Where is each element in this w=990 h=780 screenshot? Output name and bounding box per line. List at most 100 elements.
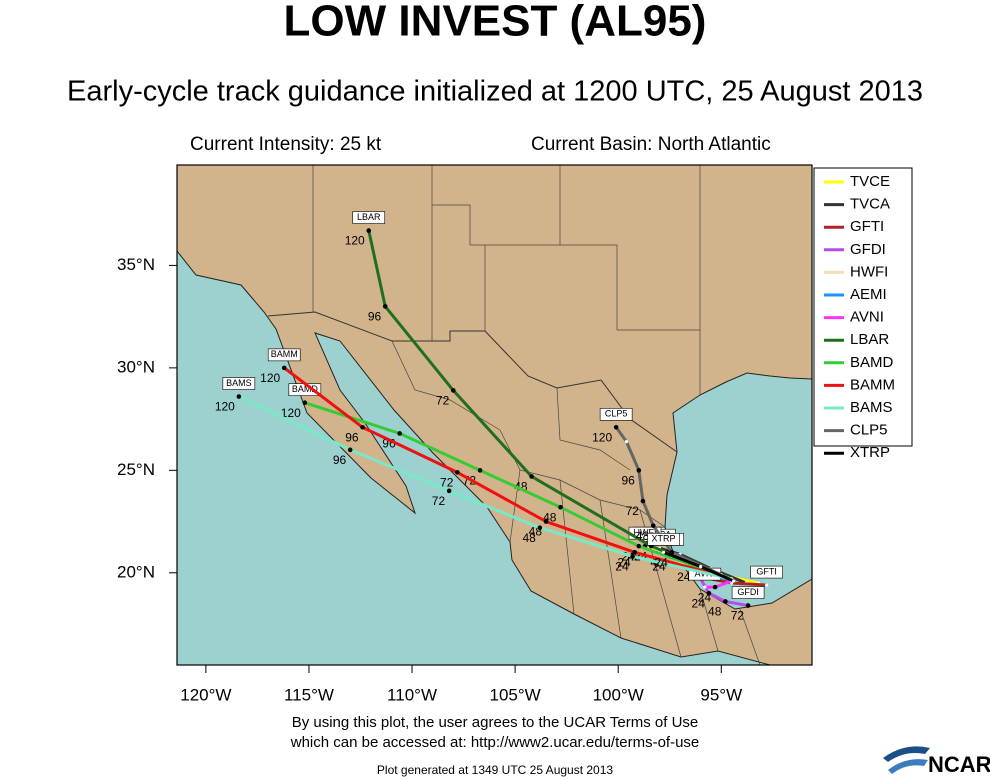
track-point (347, 447, 353, 453)
track-name: GFDI (737, 587, 759, 597)
track-point (632, 549, 637, 555)
forecast-hour: 72 (626, 504, 640, 518)
track-name-box (599, 407, 633, 421)
lat-tick-label: 30°N (117, 357, 155, 376)
forecast-hour: 120 (345, 234, 365, 248)
track-point (397, 431, 402, 436)
forecast-hour: 120 (281, 406, 301, 420)
lon-tick-label: 100°W (593, 685, 644, 704)
track-point (699, 565, 703, 569)
track-point (723, 599, 728, 604)
state-lines (312, 165, 761, 665)
forecast-hour: 96 (345, 430, 359, 444)
track-name: CLP5 (605, 409, 628, 419)
terms-line-1: By using this plot, the user agrees to t… (292, 714, 699, 731)
forecast-hour: 96 (621, 473, 635, 487)
forecast-hour: 24 (654, 555, 668, 569)
track-name: XTRP (652, 534, 676, 544)
track-point (712, 584, 718, 590)
forecast-hour: 24 (677, 570, 691, 584)
forecast-hour: 96 (368, 310, 382, 324)
track-line (283, 366, 732, 581)
ncar-logo: NCAR (883, 746, 990, 777)
forecast-hour: 72 (731, 609, 745, 623)
legend-label: HWFI (850, 263, 888, 280)
legend-label: TVCA (850, 196, 890, 213)
track-point (765, 583, 769, 587)
forecast-hour: 96 (333, 453, 347, 467)
legend-label: BAMD (850, 354, 894, 371)
track-name: BAMS (226, 378, 252, 388)
generated: Plot generated at 1349 UTC 25 August 201… (377, 763, 613, 777)
track-name-box (750, 565, 783, 579)
track-point (558, 504, 563, 510)
basin: Current Basin: North Atlantic (531, 134, 771, 155)
track-line (304, 401, 733, 581)
track-point (630, 554, 635, 559)
track-point (732, 579, 736, 583)
track-point (360, 424, 365, 430)
forecast-hour: 24 (692, 596, 706, 610)
track-name-box (647, 532, 680, 546)
track-point (366, 228, 372, 233)
legend: TVCE TVCA GFTI GFDI HWFI AEMI AVNI LBAR BAMD BAMM… (813, 167, 913, 461)
forecast-hour: 72 (432, 494, 446, 508)
gulf-of-mexico (664, 372, 812, 610)
track-point (543, 519, 549, 524)
forecast-hour: 24 (615, 560, 629, 574)
legend-label: TVCE (850, 173, 890, 190)
forecast-hour: 48 (708, 605, 722, 619)
forecast-hour: 120 (592, 430, 612, 444)
track-point (613, 424, 619, 430)
track-name: LBAR (357, 212, 381, 222)
track-name: GFTI (756, 566, 777, 576)
track-point (236, 394, 242, 399)
lon-tick-label: 95°W (700, 685, 742, 704)
track-point (455, 470, 460, 475)
lon-tick-label: 115°W (284, 685, 334, 704)
forecast-hour: 48 (522, 531, 536, 545)
track-point (650, 523, 656, 528)
track-point (281, 365, 287, 371)
track-point (706, 590, 712, 596)
lon-tick-label: 120°W (180, 685, 231, 704)
lat-tick-label: 25°N (117, 460, 155, 479)
forecast-hour: 24 (698, 590, 712, 604)
legend-label: CLP5 (850, 422, 888, 439)
subtitle: Early-cycle track guidance initialized a… (67, 76, 923, 108)
track-point (382, 304, 388, 309)
legend-label: BAMM (850, 376, 895, 393)
tracks: TVCETVCAGFTI244872GFDI2448HWFI2448AEMI24… (215, 211, 783, 623)
track-name-box (731, 586, 765, 599)
track-point (703, 585, 707, 589)
title: LOW INVEST (AL95) (284, 0, 707, 46)
track-point (745, 603, 751, 608)
track-point (537, 525, 543, 531)
forecast-hour: 24 (617, 555, 631, 569)
forecast-hour: 72 (436, 394, 450, 408)
track-line (238, 395, 732, 581)
legend-label: GFDI (850, 241, 886, 258)
lat-tick-label: 35°N (117, 255, 155, 274)
track-point (529, 474, 534, 479)
lat-tick-label: 20°N (117, 562, 155, 581)
lon-tick-label: 110°W (387, 685, 437, 704)
legend-label: GFTI (850, 218, 884, 235)
track-name-box (352, 211, 386, 224)
forecast-hour: 72 (440, 476, 454, 490)
forecast-hour: 120 (260, 371, 280, 385)
forecast-hour: 48 (636, 529, 650, 543)
map-frame (176, 164, 813, 666)
track-point (477, 468, 483, 473)
track-point (636, 543, 642, 549)
legend-label: LBAR (850, 331, 889, 348)
track-name: HWFI (634, 528, 657, 538)
track-point (624, 440, 629, 444)
track-point (640, 498, 646, 504)
legend-label: XTRP (850, 444, 890, 461)
legend-box (813, 167, 913, 447)
terms-line-2: which can be accessed at: http://www2.uc… (290, 734, 700, 751)
track-point (446, 488, 452, 494)
track-point (450, 388, 456, 393)
